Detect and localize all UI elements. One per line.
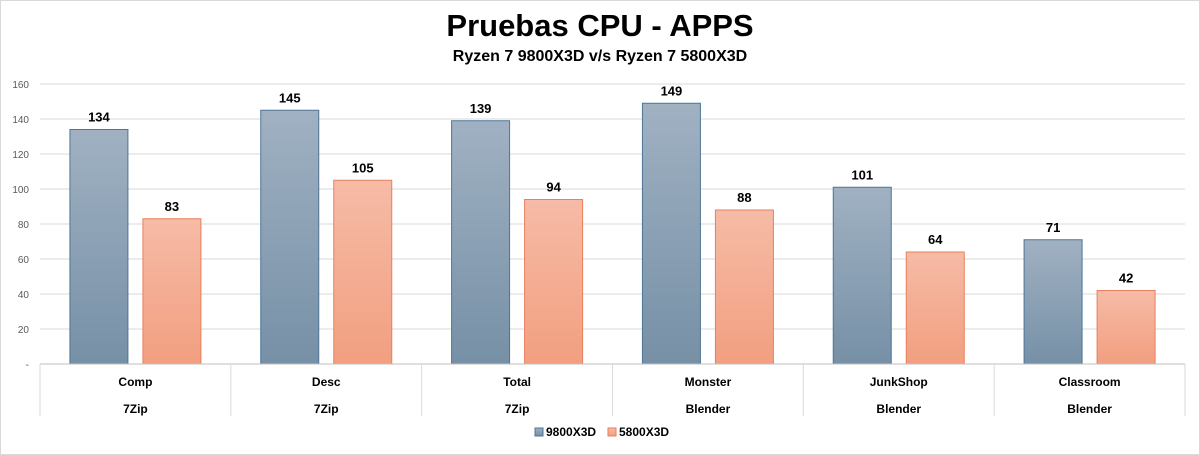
bar-5800X3D	[905, 251, 965, 365]
category-label: Classroom	[1059, 375, 1121, 389]
data-label: 145	[279, 90, 301, 105]
y-tick-label: 100	[12, 185, 29, 196]
y-tick-label: 20	[18, 325, 30, 336]
legend: 9800X3D 5800X3D	[534, 425, 669, 439]
y-tick-label: 160	[12, 80, 29, 91]
data-label: 71	[1046, 220, 1060, 235]
data-label: 139	[470, 101, 492, 116]
category-label: JunkShop	[870, 375, 928, 389]
bar-9800X3D	[641, 102, 701, 365]
bars: 134 145 139 149 101 71 83 105 94 88 64 42	[69, 83, 1156, 365]
chart-subtitle: Ryzen 7 9800X3D v/s Ryzen 7 5800X3D	[452, 48, 748, 65]
y-tick-label: 60	[18, 255, 30, 266]
group-label: 7Zip	[505, 402, 530, 416]
data-label: 101	[851, 167, 873, 182]
bar-5800X3D	[1096, 290, 1156, 365]
y-tick-label: 140	[12, 115, 29, 126]
bar-5800X3D	[714, 209, 774, 365]
y-tick-label: 120	[12, 150, 29, 161]
bar-9800X3D	[451, 120, 511, 365]
category-label: Total	[503, 375, 531, 389]
legend-swatch	[534, 427, 544, 437]
data-label: 94	[546, 180, 561, 195]
bar-9800X3D	[1023, 239, 1083, 365]
data-label: 42	[1119, 271, 1133, 286]
bar-9800X3D	[260, 109, 320, 365]
group-label: Blender	[876, 402, 921, 416]
category-label: Monster	[685, 375, 732, 389]
chart-title: Pruebas CPU - APPS	[446, 8, 754, 43]
data-label: 83	[165, 199, 179, 214]
legend-label: 5800X3D	[619, 425, 669, 439]
bar-9800X3D	[832, 186, 892, 365]
group-label: 7Zip	[314, 402, 339, 416]
category-label: Comp	[118, 375, 152, 389]
legend-swatch	[607, 427, 617, 437]
data-label: 149	[661, 83, 683, 98]
data-label: 105	[352, 160, 374, 175]
bar-9800X3D	[69, 129, 129, 365]
group-label: 7Zip	[123, 402, 148, 416]
y-tick-label: -	[26, 360, 29, 371]
y-tick-label: 40	[18, 290, 30, 301]
bar-5800X3D	[524, 199, 584, 365]
data-label: 88	[737, 190, 751, 205]
bar-5800X3D	[333, 179, 393, 365]
group-label: Blender	[686, 402, 731, 416]
data-label: 134	[88, 110, 110, 125]
bar-5800X3D	[142, 218, 202, 365]
category-label: Desc	[312, 375, 341, 389]
category-axis: Comp 7Zip Desc 7Zip Total 7Zip Monster Blender J…	[39, 363, 1186, 416]
data-label: 64	[928, 232, 943, 247]
gridlines: - 20 40 60 80 100 120 140 160	[12, 80, 1185, 371]
group-label: Blender	[1067, 402, 1112, 416]
y-tick-label: 80	[18, 220, 30, 231]
legend-label: 9800X3D	[546, 425, 596, 439]
